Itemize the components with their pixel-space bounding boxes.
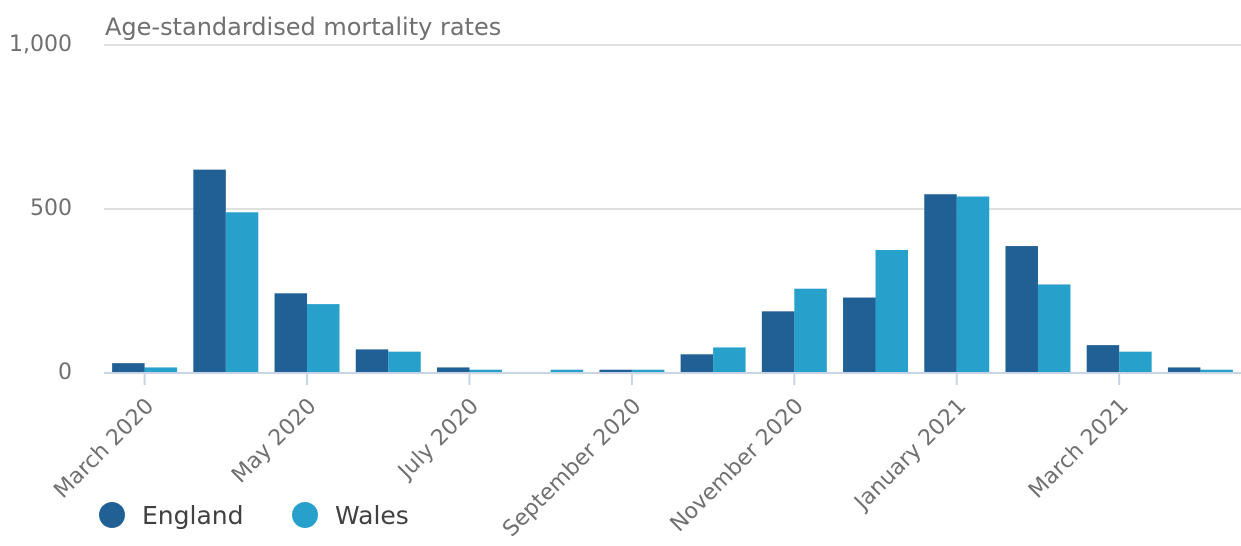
bar <box>1086 345 1120 373</box>
bar <box>631 369 665 373</box>
bar <box>144 367 178 373</box>
legend-swatch <box>292 502 318 528</box>
x-tick-label: January 2021 <box>849 394 972 517</box>
x-tick-label: July 2020 <box>392 394 484 486</box>
bar <box>307 304 340 373</box>
bar <box>550 369 584 373</box>
x-tick-label: March 2020 <box>49 394 159 504</box>
legend-label: England <box>142 501 244 530</box>
bar <box>388 351 421 373</box>
bar <box>1167 367 1201 373</box>
y-tick-label: 1,000 <box>9 32 72 57</box>
bar <box>225 212 259 373</box>
x-tick-label: March 2021 <box>1024 394 1134 504</box>
x-tick-label: May 2020 <box>227 394 321 488</box>
bar <box>761 311 795 373</box>
bar <box>713 347 746 373</box>
bar <box>1037 284 1071 373</box>
bar <box>924 194 957 373</box>
bar <box>355 349 389 373</box>
legend-label: Wales <box>335 501 409 530</box>
bar <box>956 196 990 373</box>
bar <box>794 288 827 373</box>
bar <box>469 369 502 373</box>
chart-title: Age-standardised mortality rates <box>105 13 501 41</box>
y-tick-label: 0 <box>58 360 72 385</box>
legend-swatch <box>99 502 125 528</box>
bar <box>274 293 308 373</box>
x-tick-label: November 2020 <box>666 394 809 537</box>
y-tick-label: 500 <box>30 196 72 221</box>
bar <box>680 354 714 373</box>
bar <box>875 250 909 373</box>
bar <box>436 367 470 373</box>
bar <box>112 363 145 373</box>
bar <box>843 297 876 373</box>
bar <box>1200 369 1233 373</box>
bar <box>193 169 226 373</box>
bar <box>1119 351 1152 373</box>
bar <box>599 369 632 373</box>
bar <box>1005 246 1038 373</box>
x-tick-label: September 2020 <box>498 394 646 542</box>
